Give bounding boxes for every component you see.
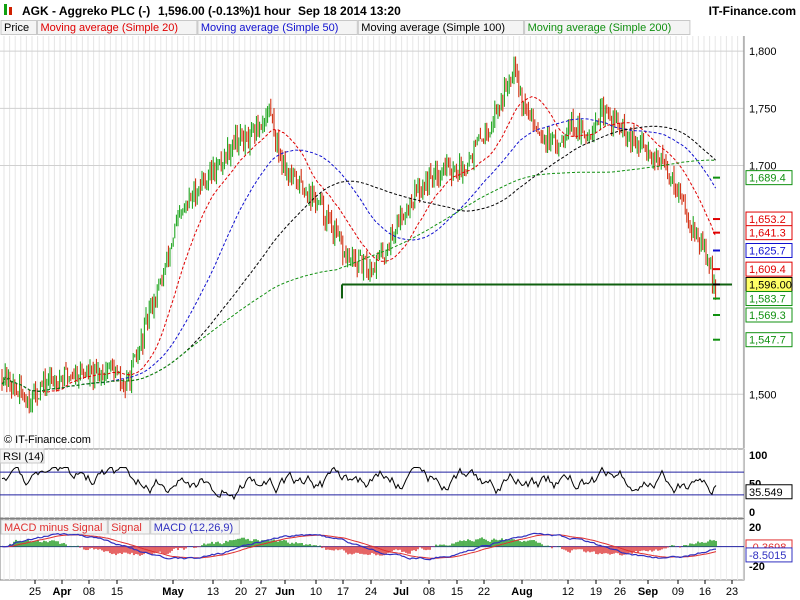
watermark: © IT-Finance.com	[4, 434, 91, 446]
price-panel: 1,800 1,750 1,700 1,500 1,689.4 1,653.2 1,641.…	[0, 36, 793, 448]
x-axis-tick-label: 10	[310, 586, 322, 598]
x-axis-tick-label: 09	[672, 586, 684, 598]
price-tag-label: 1,641.3	[749, 228, 786, 240]
x-axis-tick-label: Jun	[275, 586, 295, 598]
price-tag-box	[745, 307, 793, 323]
legend-box	[37, 20, 198, 35]
price-change: 1,596.00 (-0.13%)	[158, 4, 254, 18]
macd-axis-tick: -20	[749, 561, 765, 573]
x-axis-tick-label: 19	[590, 586, 602, 598]
legend-box	[197, 20, 358, 35]
header-icon	[4, 4, 12, 15]
x-axis-tick-label: Aug	[511, 586, 532, 598]
price-tag-box	[745, 242, 793, 258]
price-tag-label: 1,609.4	[749, 264, 786, 276]
macd-legend-label: Signal	[111, 522, 142, 534]
legend-box	[357, 20, 525, 35]
x-axis-tick-label: 15	[451, 586, 463, 598]
price-tag-label: 1,625.7	[749, 245, 786, 257]
sma100-line	[1, 125, 716, 392]
legend-label: Moving average (Simple 100)	[361, 22, 505, 34]
x-axis-tick-label: 26	[614, 586, 626, 598]
price-tag-label: 1,583.7	[749, 294, 786, 306]
legend-box	[524, 20, 691, 35]
macd-legend-box	[150, 519, 240, 535]
x-axis-tick-label: Jul	[393, 586, 409, 598]
x-axis: 25 Apr 08 15 May 13 20 27 Jun 10 17 24 Jul 08 15 22 Aug 1…	[29, 580, 738, 598]
x-axis-tick-label: Apr	[53, 586, 73, 598]
price-axis-tick: 1,750	[749, 103, 777, 115]
interval-label: 1 hour	[254, 4, 291, 18]
price-axis-tick: 1,800	[749, 46, 777, 58]
rsi-value-box	[745, 484, 793, 500]
legend-box	[0, 20, 37, 35]
x-axis-tick-label: May	[162, 586, 184, 598]
legend-label: Moving average (Simple 50)	[201, 22, 339, 34]
x-axis-tick-label: Sep	[638, 586, 658, 598]
date-label: Sep 18 2014 13:20	[298, 4, 401, 18]
price-tag-box	[745, 170, 793, 186]
rsi-frame	[0, 448, 745, 519]
rsi-panel: RSI (14)10050035.549	[0, 448, 793, 519]
x-axis-tick-label: 15	[111, 586, 123, 598]
price-tag-label: 1,596.00	[749, 279, 792, 291]
x-axis-tick-label: 24	[365, 586, 377, 598]
price-axis-tick: 1,500	[749, 389, 777, 401]
x-axis-tick-label: 08	[83, 586, 95, 598]
x-axis-tick-label: 22	[478, 586, 490, 598]
price-background	[0, 36, 744, 448]
macd-signal-line	[2, 534, 717, 559]
price-tag-box	[745, 332, 793, 348]
macd-value-box	[745, 547, 793, 563]
macd-panel: MACD minus Signal Signal MACD (12,26,9) 20 -…	[0, 518, 793, 581]
rsi-line	[1, 466, 717, 501]
header-bar	[0, 0, 800, 20]
brand-label: IT-Finance.com	[709, 4, 796, 18]
macd-legend-label: MACD minus Signal	[4, 522, 102, 534]
x-axis-tick-label: 27	[255, 586, 267, 598]
price-axis-tick: 1,700	[749, 161, 777, 173]
legend-label: Moving average (Simple 20)	[41, 22, 179, 34]
legend-label: Moving average (Simple 200)	[528, 22, 672, 34]
macd-legend-box	[107, 519, 151, 535]
x-axis-tick-label: 12	[562, 586, 574, 598]
x-axis-tick-label: 08	[423, 586, 435, 598]
chart-title: AGK - Aggreko PLC (-)	[22, 4, 150, 18]
indicator-legend: Price Moving average (Simple 20) Moving av…	[0, 20, 691, 35]
x-axis-tick-label: 17	[337, 586, 349, 598]
macd-axis-tick: 20	[749, 522, 761, 534]
macd-value: -8.5015	[749, 550, 786, 562]
macd-legend-label: MACD (12,26,9)	[154, 522, 233, 534]
rsi-title-box	[0, 448, 45, 464]
rsi-axis-tick: 100	[749, 450, 767, 462]
rsi-title: RSI (14)	[3, 451, 44, 463]
x-axis-tick-label: 25	[29, 586, 41, 598]
rsi-value: 35.549	[749, 487, 783, 499]
x-axis-tick-label: 23	[726, 586, 738, 598]
price-tag-label: 1,569.3	[749, 310, 786, 322]
sma50-line	[1, 118, 717, 392]
macd-line	[1, 532, 717, 561]
price-tag-box	[745, 291, 793, 307]
rsi-axis-tick: 0	[749, 507, 755, 519]
x-axis-tick-label: 16	[699, 586, 711, 598]
legend-label: Price	[4, 22, 29, 34]
sma200-line	[1, 159, 716, 392]
sma20-line	[1, 96, 717, 393]
price-tag-label: 1,547.7	[749, 335, 786, 347]
price-tag-box	[745, 225, 793, 241]
x-axis-tick-label: 13	[207, 586, 219, 598]
price-tag-label: 1,689.4	[749, 173, 786, 185]
x-axis-tick-label: 20	[235, 586, 247, 598]
price-tag-label: 1,653.2	[749, 214, 786, 226]
price-tag-box	[745, 261, 793, 277]
